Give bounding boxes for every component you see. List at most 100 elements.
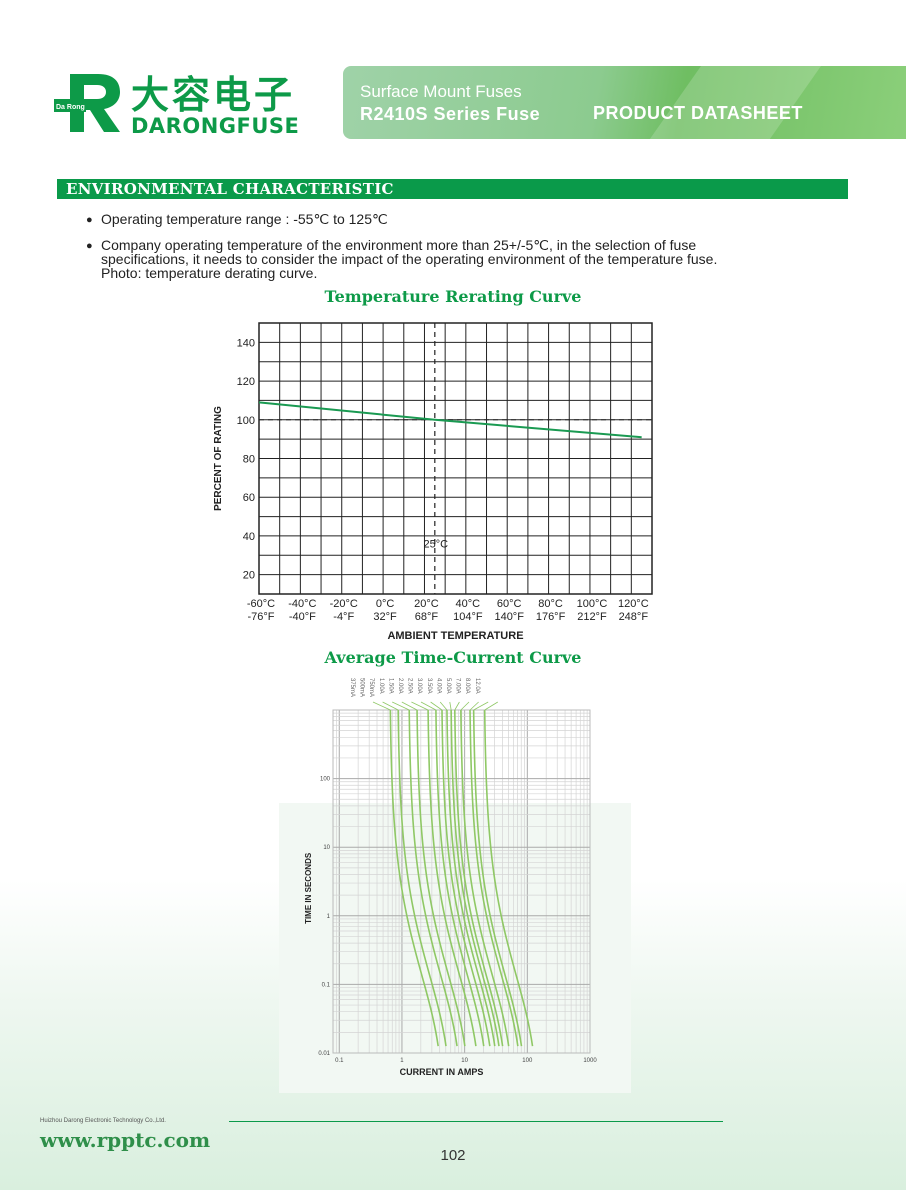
x-axis-label: AMBIENT TEMPERATURE xyxy=(387,630,523,642)
bullet-text: Operating temperature range : -55℃ to 12… xyxy=(101,211,388,227)
section-title: ENVIRONMENTAL CHARACTERISTIC xyxy=(66,180,394,198)
time-current-curve xyxy=(397,709,447,1047)
banner-subtitle: Surface Mount Fuses xyxy=(360,82,522,101)
curve-label: 750mA xyxy=(368,678,374,697)
curve-label: 500mA xyxy=(359,678,365,697)
curve-label: 4.00A xyxy=(435,678,441,694)
time-current-curve xyxy=(483,709,534,1047)
derating-chart-title: Temperature Rerating Curve xyxy=(324,287,582,306)
x-tick-label-f: -40°F xyxy=(289,611,316,623)
x-tick-label: 40°C xyxy=(456,598,481,610)
x-tick-label: -60°C xyxy=(247,598,275,610)
curve-leader-line xyxy=(420,701,437,711)
curve-label: 1.00A xyxy=(378,678,384,694)
y-axis-label: TIME IN SECONDS xyxy=(304,852,313,924)
bullet-dot-icon: ● xyxy=(86,214,93,226)
curve-leader-line xyxy=(372,701,391,711)
x-tick-label: 0.1 xyxy=(335,1058,344,1064)
footer-company: Huizhou Darong Electronic Technology Co.… xyxy=(40,1118,166,1124)
time-current-curve xyxy=(416,709,466,1047)
y-tick-label: 100 xyxy=(320,777,331,783)
x-tick-label-f: -76°F xyxy=(247,611,274,623)
logo-english: DARONGFUSE xyxy=(131,114,300,138)
x-tick-label: 10 xyxy=(461,1058,468,1064)
curve-leader-line xyxy=(411,701,429,711)
curve-label: 1.50A xyxy=(387,678,393,694)
curve-leader-line xyxy=(454,701,460,711)
time-current-curve xyxy=(408,709,458,1047)
y-tick-label: 80 xyxy=(243,454,255,466)
y-tick-label: 120 xyxy=(237,376,255,388)
y-tick-label: 20 xyxy=(243,570,255,582)
curve-leader-line xyxy=(382,701,399,711)
time-current-curve xyxy=(441,709,491,1047)
curve-label: 3.00A xyxy=(416,678,422,694)
x-tick-label: 20°C xyxy=(414,598,439,610)
x-tick-label: -40°C xyxy=(288,598,316,610)
x-tick-label: 0°C xyxy=(376,598,395,610)
curve-leader-line xyxy=(392,701,410,711)
curve-label: 8.00A xyxy=(464,678,470,694)
footer-website: www.rpptc.com xyxy=(40,1128,211,1152)
reference-label: 25°C xyxy=(424,539,449,551)
x-tick-label-f: 248°F xyxy=(619,611,649,623)
curve-leader-line xyxy=(460,701,470,711)
time-current-curve xyxy=(469,709,519,1047)
x-tick-label-f: 32°F xyxy=(373,611,397,623)
time-current-curve xyxy=(389,709,439,1047)
x-tick-label: 60°C xyxy=(497,598,522,610)
curve-label: 375mA xyxy=(349,678,355,697)
banner-series-title: R2410S Series Fuse xyxy=(360,104,541,124)
x-tick-label-f: 176°F xyxy=(536,611,566,623)
x-tick-label: 1000 xyxy=(583,1058,597,1064)
bullet-dot-icon: ● xyxy=(86,240,93,252)
time-current-curve xyxy=(446,709,496,1047)
curve-leader-line xyxy=(439,701,448,711)
header-banner: Surface Mount Fuses R2410S Series Fuse P… xyxy=(343,66,906,139)
y-tick-label: 1 xyxy=(327,914,331,920)
y-tick-label: 60 xyxy=(243,492,255,504)
y-tick-label: 100 xyxy=(237,415,255,427)
time-current-curve xyxy=(427,709,477,1047)
curve-label: 3.50A xyxy=(426,678,432,694)
x-tick-label-f: -4°F xyxy=(333,611,354,623)
time-current-curve xyxy=(450,709,500,1047)
x-tick-label-f: 104°F xyxy=(453,611,483,623)
logo-chinese: 大容电子 xyxy=(131,73,296,117)
time-current-chart-title: Average Time-Current Curve xyxy=(324,648,582,667)
time-current-curve xyxy=(460,709,510,1047)
time-current-chart: 0.1 1 10 100 1000 0.01 0.1 1 10 100 CURRENT IN AMP… xyxy=(304,678,597,1077)
x-tick-label-f: 212°F xyxy=(577,611,607,623)
y-axis-label: PERCENT OF RATING xyxy=(213,406,224,511)
curve-leader-line xyxy=(473,701,489,711)
curve-label: 5.00A xyxy=(445,678,451,694)
logo-r-icon: Da Rong xyxy=(54,74,120,132)
time-current-curve xyxy=(453,709,504,1047)
x-tick-label: 120°C xyxy=(618,598,649,610)
x-tick-label: 80°C xyxy=(538,598,563,610)
x-tick-label-f: 68°F xyxy=(415,611,439,623)
derating-chart: 25°C 20 40 60 80 100 120 140 -60°C-76°F -40°C-40°… xyxy=(213,322,653,642)
y-tick-label: 40 xyxy=(243,531,255,543)
logo-small-text: Da Rong xyxy=(56,104,85,111)
section-header: ENVIRONMENTAL CHARACTERISTIC xyxy=(57,179,848,199)
y-tick-label: 0.01 xyxy=(318,1051,330,1057)
x-tick-label: 100 xyxy=(522,1058,533,1064)
curve-label: 2.50A xyxy=(407,678,413,694)
x-axis-label: CURRENT IN AMPS xyxy=(400,1067,484,1077)
curve-label: 7.00A xyxy=(455,678,461,694)
time-current-curve xyxy=(435,709,485,1047)
page-number: 102 xyxy=(440,1147,466,1164)
curve-leader-line xyxy=(401,701,418,711)
curve-leader-line xyxy=(469,701,479,711)
y-tick-label: 140 xyxy=(237,337,255,349)
y-tick-label: 0.1 xyxy=(322,982,331,988)
x-tick-label: -20°C xyxy=(330,598,358,610)
derating-curve xyxy=(258,401,642,439)
plot-frame xyxy=(258,322,653,595)
curve-label: 2.00A xyxy=(397,678,403,694)
x-tick-label-f: 140°F xyxy=(494,611,524,623)
curve-leader-line xyxy=(449,701,452,711)
x-tick-label: 1 xyxy=(400,1058,404,1064)
x-tick-label: 100°C xyxy=(577,598,608,610)
